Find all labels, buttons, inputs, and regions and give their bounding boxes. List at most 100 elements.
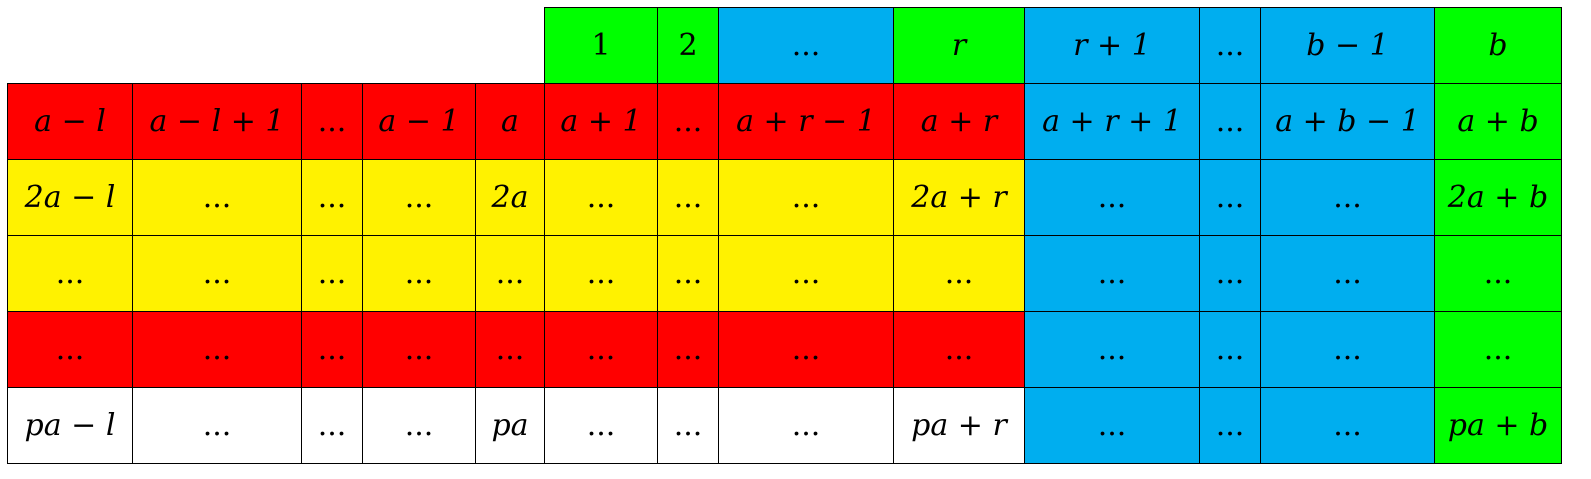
grid-cell-r4-c1: ... <box>7 311 133 388</box>
grid-cell-r3-c13-label: ... <box>1483 256 1513 291</box>
grid-cell-r4-c12: ... <box>1260 311 1435 388</box>
grid-cell-r4-c9-label: ... <box>944 332 974 367</box>
grid-cell-r3-c11: ... <box>1199 235 1261 312</box>
header-cell-4-label: r <box>951 28 967 63</box>
grid-cell-r5-c2-label: ... <box>202 408 232 443</box>
grid-cell-r2-c13: 2a + b <box>1434 159 1562 236</box>
header-cell-6-label: ... <box>1215 28 1245 63</box>
grid-cell-r4-c3: ... <box>301 311 363 388</box>
grid-cell-r2-c2: ... <box>132 159 302 236</box>
grid-cell-r4-c11: ... <box>1199 311 1261 388</box>
grid-cell-r2-c5-label: 2a <box>491 180 529 215</box>
header-cell-4: r <box>893 7 1025 84</box>
grid-cell-r5-c11-label: ... <box>1215 408 1245 443</box>
grid-cell-r5-c1: pa − l <box>7 387 133 464</box>
grid-cell-r4-c6: ... <box>544 311 658 388</box>
grid-cell-r5-c9: pa + r <box>893 387 1025 464</box>
grid-cell-r5-c5-label: pa <box>491 408 529 443</box>
grid-cell-r2-c9-label: 2a + r <box>911 180 1007 215</box>
grid-cell-r5-c10: ... <box>1024 387 1200 464</box>
header-cell-1-label: 1 <box>591 28 611 63</box>
grid-cell-r5-c7: ... <box>657 387 719 464</box>
grid-cell-r2-c7: ... <box>657 159 719 236</box>
grid-cell-r5-c13: pa + b <box>1434 387 1562 464</box>
header-cell-7: b − 1 <box>1260 7 1435 84</box>
grid-cell-r1-c4: a − 1 <box>362 83 476 160</box>
grid-cell-r4-c4-label: ... <box>404 332 434 367</box>
grid-cell-r3-c10: ... <box>1024 235 1200 312</box>
grid-cell-r1-c3: ... <box>301 83 363 160</box>
grid-cell-r2-c4: ... <box>362 159 476 236</box>
grid-cell-r3-c6: ... <box>544 235 658 312</box>
grid-cell-r4-c5: ... <box>475 311 545 388</box>
grid-cell-r1-c1: a − l <box>7 83 133 160</box>
grid-cell-r3-c2: ... <box>132 235 302 312</box>
grid-cell-r2-c12-label: ... <box>1333 180 1362 215</box>
grid-cell-r2-c11-label: ... <box>1215 180 1245 215</box>
grid-cell-r1-c6-label: a + 1 <box>560 104 642 139</box>
grid-cell-r1-c13: a + b <box>1434 83 1562 160</box>
grid-cell-r1-c4-label: a − 1 <box>378 104 460 139</box>
grid-cell-r1-c11-label: ... <box>1215 104 1245 139</box>
header-cell-8: b <box>1434 7 1562 84</box>
grid-cell-r3-c4: ... <box>362 235 476 312</box>
grid-cell-r1-c11: ... <box>1199 83 1261 160</box>
grid-cell-r5-c11: ... <box>1199 387 1261 464</box>
header-cell-1: 1 <box>544 7 658 84</box>
grid-cell-r5-c8-label: ... <box>791 408 821 443</box>
grid-cell-r2-c8: ... <box>718 159 894 236</box>
header-cell-7-label: b − 1 <box>1306 28 1389 63</box>
grid-cell-r5-c10-label: ... <box>1097 408 1127 443</box>
grid-cell-r5-c6: ... <box>544 387 658 464</box>
grid-cell-r3-c2-label: ... <box>202 256 232 291</box>
grid-cell-r3-c8-label: ... <box>791 256 821 291</box>
header-cell-8-label: b <box>1488 28 1508 63</box>
grid-cell-r5-c7-label: ... <box>673 408 703 443</box>
grid-cell-r3-c7-label: ... <box>673 256 703 291</box>
grid-cell-r5-c9-label: pa + r <box>911 408 1007 443</box>
header-cell-2-label: 2 <box>678 28 698 63</box>
grid-cell-r5-c3: ... <box>301 387 363 464</box>
grid-cell-r2-c6-label: ... <box>586 180 616 215</box>
grid-cell-r5-c5: pa <box>475 387 545 464</box>
grid-cell-r2-c4-label: ... <box>404 180 434 215</box>
grid-cell-r4-c11-label: ... <box>1215 332 1245 367</box>
grid-cell-r1-c3-label: ... <box>317 104 347 139</box>
grid-cell-r4-c8-label: ... <box>791 332 821 367</box>
grid-cell-r3-c5: ... <box>475 235 545 312</box>
grid-cell-r4-c13: ... <box>1434 311 1562 388</box>
grid-cell-r4-c5-label: ... <box>495 332 525 367</box>
grid-cell-r2-c6: ... <box>544 159 658 236</box>
grid-cell-r5-c12: ... <box>1260 387 1435 464</box>
grid-cell-r1-c10: a + r + 1 <box>1024 83 1200 160</box>
grid-cell-r4-c7: ... <box>657 311 719 388</box>
grid-cell-r2-c2-label: ... <box>202 180 232 215</box>
grid-cell-r4-c12-label: ... <box>1333 332 1362 367</box>
grid-cell-r3-c6-label: ... <box>586 256 616 291</box>
grid-cell-r5-c2: ... <box>132 387 302 464</box>
grid-cell-r2-c3-label: ... <box>317 180 347 215</box>
grid-cell-r5-c8: ... <box>718 387 894 464</box>
grid-cell-r1-c1-label: a − l <box>34 104 106 139</box>
grid-cell-r2-c11: ... <box>1199 159 1261 236</box>
grid-cell-r2-c7-label: ... <box>673 180 703 215</box>
grid-cell-r2-c5: 2a <box>475 159 545 236</box>
grid-cell-r1-c7: ... <box>657 83 719 160</box>
grid-cell-r3-c12-label: ... <box>1333 256 1362 291</box>
grid-cell-r4-c10: ... <box>1024 311 1200 388</box>
grid-cell-r1-c10-label: a + r + 1 <box>1042 104 1182 139</box>
grid-cell-r1-c8: a + r − 1 <box>718 83 894 160</box>
grid-cell-r1-c12: a + b − 1 <box>1260 83 1435 160</box>
grid-cell-r4-c2: ... <box>132 311 302 388</box>
grid-cell-r3-c5-label: ... <box>495 256 525 291</box>
grid-cell-r1-c9: a + r <box>893 83 1025 160</box>
grid-cell-r1-c6: a + 1 <box>544 83 658 160</box>
grid-cell-r4-c9: ... <box>893 311 1025 388</box>
header-cell-6: ... <box>1199 7 1261 84</box>
grid-cell-r2-c9: 2a + r <box>893 159 1025 236</box>
header-cell-3: ... <box>718 7 894 84</box>
grid-cell-r2-c10-label: ... <box>1097 180 1127 215</box>
grid-cell-r3-c3-label: ... <box>317 256 347 291</box>
grid-cell-r4-c6-label: ... <box>586 332 616 367</box>
